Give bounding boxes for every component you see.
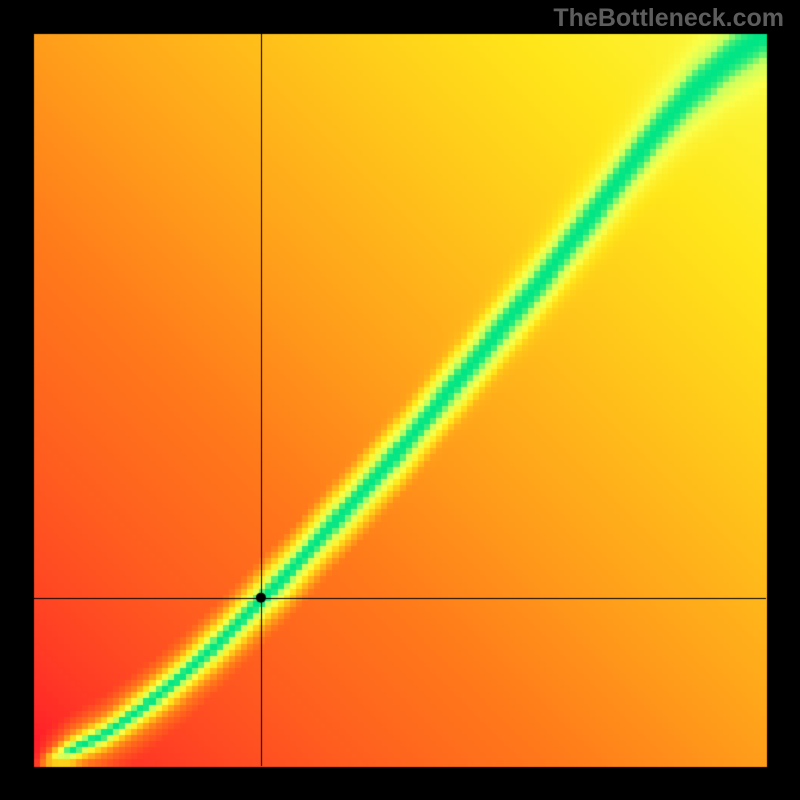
bottleneck-heatmap	[0, 0, 800, 800]
watermark-text: TheBottleneck.com	[553, 4, 784, 33]
chart-container: TheBottleneck.com	[0, 0, 800, 800]
